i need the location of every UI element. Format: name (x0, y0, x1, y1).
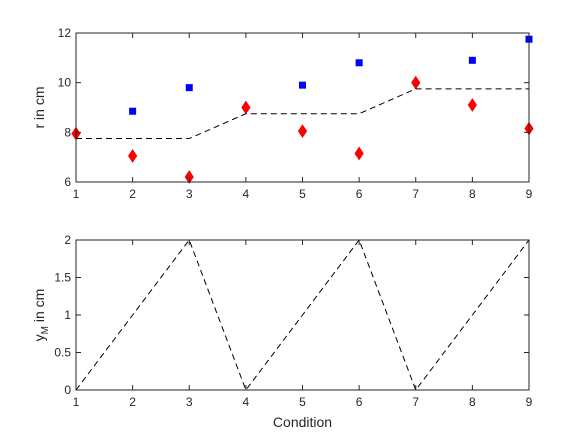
top-red-diamond-point (354, 146, 364, 161)
bottom-x-tick-label: 4 (243, 395, 250, 409)
bottom-x-axis-label: Condition (273, 414, 332, 430)
top-blue-square-point (185, 84, 193, 92)
top-x-tick-label: 1 (73, 187, 80, 201)
top-blue-square-point (129, 107, 137, 115)
bottom-x-tick-label: 5 (299, 395, 306, 409)
top-x-tick-label: 6 (356, 187, 363, 201)
top-x-tick-label: 7 (412, 187, 419, 201)
top-y-axis-label: r in cm (31, 87, 47, 129)
bottom-y-tick-label: 0 (64, 383, 71, 397)
bottom-x-tick-label: 6 (356, 395, 363, 409)
top-x-tick-label: 9 (526, 187, 533, 201)
top-dashed-line (76, 88, 529, 140)
top-blue-square-point (468, 56, 476, 64)
top-y-tick-label: 6 (64, 175, 71, 189)
bottom-x-tick-label: 8 (469, 395, 476, 409)
bottom-y-tick-label: 1 (64, 308, 71, 322)
bottom-x-tick-label: 3 (186, 395, 193, 409)
top-red-diamond-point (128, 149, 138, 163)
bottom-y-tick-label: 2 (64, 233, 71, 247)
top-blue-square-point (299, 81, 306, 89)
bottom-x-tick-label: 7 (412, 395, 419, 409)
bottom-y-tick-label: 1.5 (54, 271, 71, 285)
bottom-plot-panel: 1 2 3 4 5 6 7 8 9 0 0.5 1 1.5 2 yM in cm Condition (31, 233, 533, 430)
top-y-tick-label: 10 (58, 76, 72, 90)
top-red-diamond-point (467, 98, 477, 112)
top-x-tick-label: 3 (186, 187, 193, 201)
bottom-x-tick-label: 2 (129, 395, 136, 409)
top-x-tick-label: 2 (129, 187, 136, 201)
bottom-y-tick-label: 0.5 (54, 346, 71, 360)
top-red-diamond-point (297, 124, 308, 138)
bottom-y-axis-label: yM in cm (31, 289, 51, 342)
bottom-x-tick-label: 9 (526, 395, 533, 409)
top-x-tick-label: 4 (243, 187, 250, 201)
top-y-tick-label: 8 (64, 125, 71, 139)
top-x-tick-label: 5 (299, 187, 306, 201)
bottom-dashed-line (75, 238, 530, 392)
top-x-tick-label: 8 (469, 187, 476, 201)
bottom-x-tick-label: 1 (73, 395, 80, 409)
top-blue-square-point (355, 59, 363, 67)
top-y-tick-label: 12 (58, 26, 72, 40)
top-plot-area (76, 33, 529, 182)
